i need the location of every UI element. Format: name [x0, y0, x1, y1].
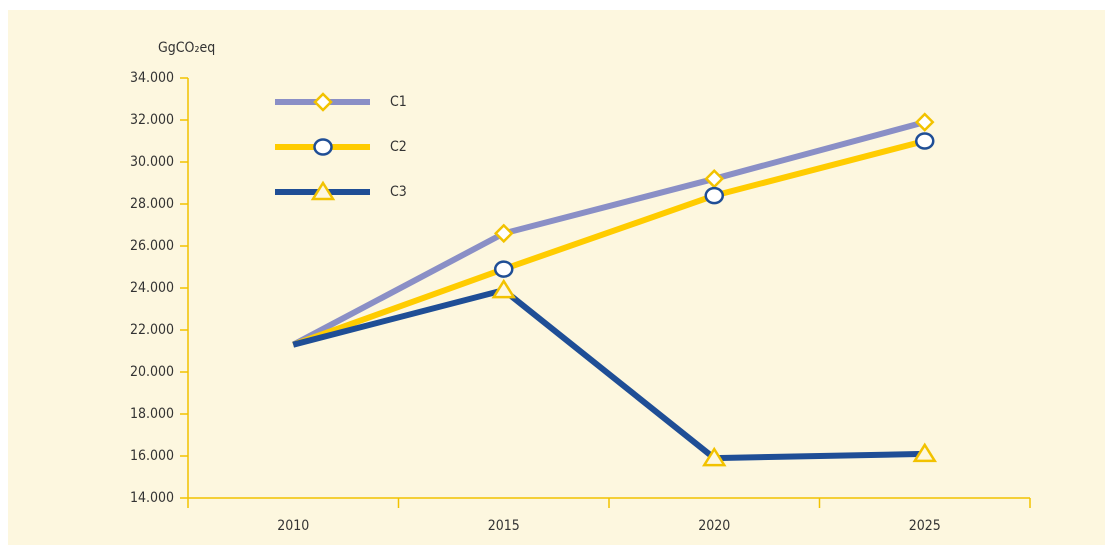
- x-tick-label: 2020: [698, 518, 730, 534]
- y-tick-label: 20.000: [130, 364, 174, 380]
- y-tick-label: 16.000: [130, 448, 174, 464]
- x-tick-label: 2025: [909, 518, 941, 534]
- y-tick-label: 22.000: [130, 322, 174, 338]
- marker-diamond: [493, 223, 514, 244]
- series-line: [292, 287, 925, 462]
- plot-background: [8, 10, 1105, 545]
- marker-triangle: [491, 278, 517, 299]
- x-tick-label: 2010: [277, 518, 309, 534]
- marker-circle: [494, 260, 514, 278]
- marker-triangle: [310, 180, 336, 201]
- series-line: [292, 138, 926, 348]
- legend-label: C3: [390, 184, 407, 200]
- y-tick-label: 34.000: [130, 70, 174, 86]
- legend-label: C2: [390, 139, 407, 155]
- series-line: [291, 119, 926, 348]
- marker-triangle: [912, 442, 938, 463]
- y-tick-label: 18.000: [130, 406, 174, 422]
- y-tick-label: 24.000: [130, 280, 174, 296]
- y-tick-label: 14.000: [130, 490, 174, 506]
- legend-label: C1: [390, 94, 407, 110]
- marker-circle: [313, 138, 333, 156]
- y-tick-label: 30.000: [130, 154, 174, 170]
- marker-circle: [915, 132, 935, 150]
- marker-circle: [704, 186, 724, 205]
- marker-diamond: [704, 169, 725, 189]
- y-tick-label: 28.000: [130, 196, 174, 212]
- y-tick-label: 26.000: [130, 238, 174, 254]
- x-tick-label: 2015: [488, 518, 520, 534]
- marker-diamond: [313, 92, 333, 112]
- marker-diamond: [914, 112, 935, 132]
- y-axis-label: GgCO₂eq: [158, 40, 215, 56]
- y-tick-label: 32.000: [130, 112, 174, 128]
- marker-triangle: [701, 446, 727, 467]
